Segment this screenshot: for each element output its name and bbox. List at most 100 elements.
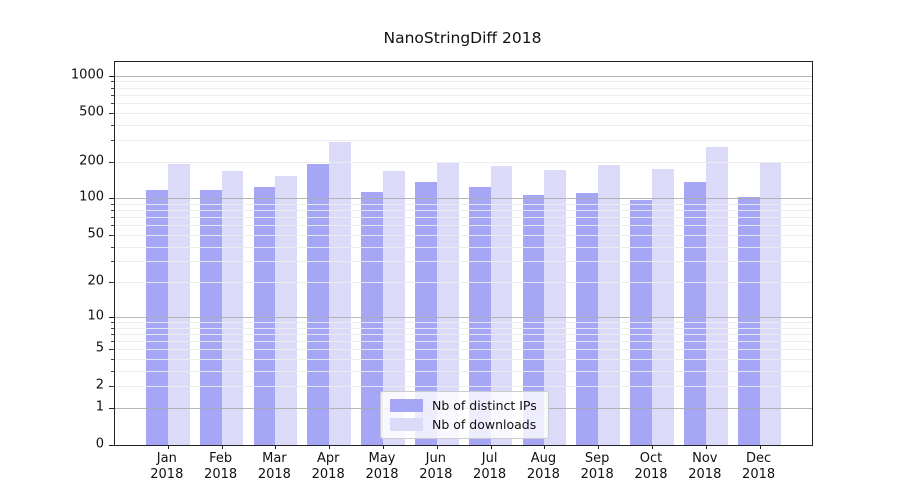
y-tick-label: 1 xyxy=(95,399,104,415)
bar-distinct-ips xyxy=(684,182,706,445)
gridline xyxy=(115,349,812,351)
x-tick-label-year: 2018 xyxy=(634,467,668,482)
y-minor-tick-mark xyxy=(111,282,114,284)
y-minor-tick-mark xyxy=(111,94,114,96)
gridline xyxy=(115,225,812,227)
gridline xyxy=(115,112,812,114)
bar-distinct-ips xyxy=(415,182,437,445)
y-tick-mark xyxy=(109,198,114,200)
x-tick-mark xyxy=(329,445,331,449)
gridline xyxy=(115,87,812,89)
x-tick-label: Nov 2018 xyxy=(688,451,722,482)
y-minor-tick-mark xyxy=(111,124,114,126)
y-minor-tick-mark xyxy=(111,87,114,89)
y-minor-tick-mark xyxy=(111,349,114,351)
y-minor-tick-mark xyxy=(111,327,114,329)
bar-distinct-ips xyxy=(522,195,545,445)
y-minor-tick-mark xyxy=(111,333,114,335)
bar-distinct-ips xyxy=(468,186,491,445)
y-minor-tick-mark xyxy=(111,203,114,205)
bar-downloads xyxy=(652,169,674,445)
x-tick-label-year: 2018 xyxy=(150,467,184,482)
y-minor-tick-mark xyxy=(111,321,114,323)
x-tick-label: Aug 2018 xyxy=(526,451,560,482)
bar-distinct-ips xyxy=(576,193,599,445)
x-tick-mark xyxy=(652,445,653,449)
y-tick-label: 500 xyxy=(79,104,104,120)
x-tick-label: Oct 2018 xyxy=(634,451,668,482)
y-tick-label: 10 xyxy=(87,308,104,324)
gridline xyxy=(115,282,812,284)
gridline xyxy=(115,246,812,248)
y-tick-label: 50 xyxy=(87,226,104,242)
gridline xyxy=(115,102,812,104)
legend-entry-distinct-ips: Nb of distinct IPs xyxy=(390,398,537,413)
legend-label-distinct-ips: Nb of distinct IPs xyxy=(432,398,537,413)
bar-downloads xyxy=(221,171,244,445)
x-tick-label-year: 2018 xyxy=(311,467,345,482)
gridline xyxy=(115,370,812,372)
bar-downloads xyxy=(329,141,351,445)
gridline xyxy=(115,217,812,219)
y-minor-tick-mark xyxy=(111,210,114,212)
gridline xyxy=(115,161,812,163)
legend-swatch-downloads xyxy=(390,418,423,431)
bar-downloads xyxy=(383,170,405,445)
x-tick-mark xyxy=(436,445,438,449)
x-tick-label: Mar 2018 xyxy=(257,451,291,482)
gridline xyxy=(115,198,812,200)
bar-distinct-ips xyxy=(253,187,276,445)
x-tick-label-year: 2018 xyxy=(473,467,507,482)
x-tick-label: Sep 2018 xyxy=(580,451,614,482)
gridline xyxy=(115,124,812,126)
y-tick-label: 1000 xyxy=(70,67,104,83)
x-tick-mark xyxy=(221,445,223,449)
y-minor-tick-mark xyxy=(111,386,114,388)
y-tick-label: 2 xyxy=(95,377,104,393)
x-tick-label: May 2018 xyxy=(365,451,399,482)
gridline xyxy=(115,210,812,212)
y-minor-tick-mark xyxy=(111,246,114,248)
x-tick-mark xyxy=(490,445,492,449)
x-tick-mark xyxy=(383,445,384,449)
x-tick-label: Feb 2018 xyxy=(204,451,238,482)
x-tick-label-year: 2018 xyxy=(742,467,776,482)
gridline xyxy=(115,327,812,329)
gridline xyxy=(115,75,812,77)
y-minor-tick-mark xyxy=(111,370,114,372)
x-tick-label-year: 2018 xyxy=(365,467,399,482)
bar-downloads xyxy=(705,146,728,445)
y-tick-label: 20 xyxy=(87,273,104,289)
y-minor-tick-mark xyxy=(111,217,114,219)
x-tick-label-year: 2018 xyxy=(204,467,238,482)
gridline xyxy=(115,359,812,360)
bar-downloads xyxy=(167,163,190,445)
y-minor-tick-mark xyxy=(111,161,114,163)
x-tick-label: Jan 2018 xyxy=(150,451,184,482)
y-minor-tick-mark xyxy=(111,81,114,83)
y-minor-tick-mark xyxy=(111,261,114,263)
bar-distinct-ips xyxy=(307,163,330,445)
gridline xyxy=(115,316,812,318)
x-tick-label-year: 2018 xyxy=(526,467,560,482)
x-tick-label: Jul 2018 xyxy=(473,451,507,482)
y-minor-tick-mark xyxy=(111,341,114,342)
gridline xyxy=(115,333,812,335)
x-tick-mark xyxy=(705,445,707,449)
legend-swatch-distinct-ips xyxy=(390,399,423,412)
gridline xyxy=(115,386,812,388)
y-tick-mark xyxy=(109,75,114,77)
gridline xyxy=(115,139,812,141)
y-tick-mark xyxy=(109,316,114,318)
x-tick-mark xyxy=(544,445,546,449)
gridline xyxy=(115,341,812,342)
bar-downloads xyxy=(598,164,620,445)
x-tick-label-year: 2018 xyxy=(419,467,453,482)
bar-downloads xyxy=(275,176,298,445)
x-tick-mark xyxy=(759,445,761,449)
y-tick-label: 100 xyxy=(79,189,104,205)
bar-downloads xyxy=(436,162,459,445)
x-tick-mark xyxy=(275,445,277,449)
y-minor-tick-mark xyxy=(111,139,114,141)
